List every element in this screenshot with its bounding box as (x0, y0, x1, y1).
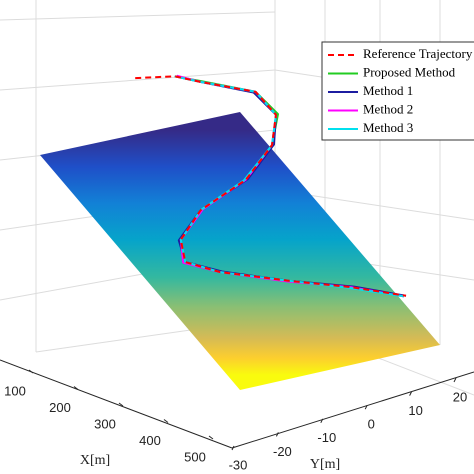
y-tick-label: 0 (368, 417, 375, 432)
y-tick-label: -10 (317, 430, 336, 445)
legend: Reference Trajectory Proposed Method Metho… (321, 41, 474, 141)
y-tick (320, 418, 324, 424)
x-tick (73, 386, 79, 390)
y-tick-label: -30 (229, 457, 248, 472)
y-tick (275, 432, 279, 437)
x-axis-label: X[m] (80, 453, 110, 468)
y-tick-label: -20 (273, 444, 292, 459)
legend-label: Method 1 (363, 83, 413, 98)
y-axis-label: Y[m] (310, 457, 340, 472)
x-tick (28, 369, 34, 374)
x-tick-label: 400 (139, 433, 161, 448)
y-tick (409, 391, 413, 396)
surface (40, 112, 440, 390)
legend-label: Proposed Method (363, 64, 456, 79)
series-line (135, 75, 407, 297)
legend-label: Reference Trajectory (363, 46, 473, 61)
y-tick (453, 377, 457, 383)
x-tick-label: 100 (4, 383, 26, 398)
legend-label: Method 2 (363, 101, 413, 116)
x-tick (208, 435, 214, 440)
y-tick (364, 404, 368, 410)
trajectories (135, 74, 407, 298)
x-tick (118, 402, 124, 407)
x-tick (163, 419, 169, 423)
x-tick-label: 500 (184, 449, 206, 464)
y-tick-label: 20 (453, 389, 467, 404)
legend-label: Method 3 (363, 120, 413, 135)
y-tick-label: 10 (408, 403, 422, 418)
x-tick-label: 200 (49, 400, 71, 415)
y-tick (231, 445, 235, 451)
x-tick-label: 300 (94, 416, 116, 431)
